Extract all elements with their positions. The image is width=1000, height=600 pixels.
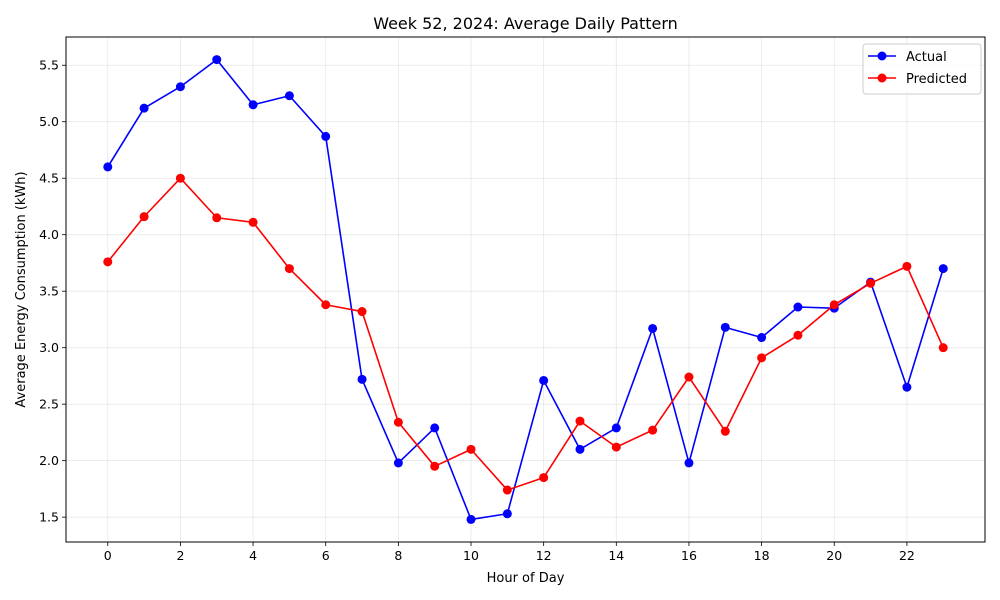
x-tick-label: 6 xyxy=(322,548,330,563)
y-tick-label: 5.5 xyxy=(39,58,59,73)
series-predicted xyxy=(103,173,948,495)
x-tick-label: 20 xyxy=(826,548,842,563)
x-axis-label: Hour of Day xyxy=(487,571,565,586)
legend-item-actual: Actual xyxy=(868,50,947,65)
chart-title: Week 52, 2024: Average Daily Pattern xyxy=(373,14,678,33)
grid xyxy=(66,37,985,542)
data-point-predicted xyxy=(829,300,839,310)
legend-item-predicted: Predicted xyxy=(868,72,967,87)
series-line-predicted xyxy=(107,177,944,491)
y-tick-label: 2.5 xyxy=(39,397,59,412)
x-tick-label: 8 xyxy=(394,548,402,563)
data-point-actual xyxy=(466,514,476,524)
data-point-actual xyxy=(684,458,694,468)
data-point-predicted xyxy=(212,213,222,223)
data-point-predicted xyxy=(175,173,185,183)
data-point-predicted xyxy=(648,425,658,435)
legend-predicted-marker xyxy=(877,73,887,83)
x-tick-label: 22 xyxy=(899,548,915,563)
data-point-predicted xyxy=(139,212,149,222)
data-point-actual xyxy=(103,162,113,172)
y-tick-label: 2.0 xyxy=(39,453,59,468)
data-point-predicted xyxy=(357,307,367,317)
data-point-predicted xyxy=(866,278,876,288)
y-tick-label: 5.0 xyxy=(39,114,59,129)
data-point-predicted xyxy=(757,353,767,363)
series-layer xyxy=(103,55,948,524)
series-actual xyxy=(103,55,948,524)
data-point-predicted xyxy=(321,300,331,310)
y-tick-label: 1.5 xyxy=(39,510,59,525)
data-point-actual xyxy=(430,423,440,433)
y-axis-ticks: 1.5 2.0 2.5 3.0 3.5 4.0 4.5 5.0 5.5 xyxy=(39,58,66,525)
data-point-actual xyxy=(938,264,948,274)
x-tick-label: 2 xyxy=(176,548,184,563)
data-point-actual xyxy=(648,323,658,333)
data-point-actual xyxy=(393,458,403,468)
legend-actual-label: Actual xyxy=(906,50,947,65)
legend: Actual Predicted xyxy=(862,43,982,95)
data-point-predicted xyxy=(466,444,476,454)
data-point-predicted xyxy=(575,416,585,426)
data-point-actual xyxy=(357,374,367,384)
data-point-actual xyxy=(175,82,185,92)
plot-frame xyxy=(65,36,986,543)
data-point-actual xyxy=(757,333,767,343)
data-point-actual xyxy=(139,103,149,113)
data-point-actual xyxy=(321,131,331,141)
series-line-actual xyxy=(107,58,944,521)
data-point-predicted xyxy=(284,264,294,274)
data-point-actual xyxy=(575,444,585,454)
x-tick-label: 4 xyxy=(249,548,257,563)
legend-predicted-label: Predicted xyxy=(906,72,967,87)
x-axis-ticks: 0 2 4 6 8 10 12 14 16 18 20 22 xyxy=(104,542,915,563)
data-point-predicted xyxy=(611,442,621,452)
x-tick-label: 12 xyxy=(536,548,552,563)
y-tick-label: 3.0 xyxy=(39,340,59,355)
x-tick-label: 0 xyxy=(104,548,112,563)
data-point-actual xyxy=(793,302,803,312)
data-point-predicted xyxy=(103,257,113,267)
data-point-actual xyxy=(502,509,512,519)
data-point-actual xyxy=(902,382,912,392)
data-point-actual xyxy=(284,91,294,101)
data-point-predicted xyxy=(430,461,440,471)
data-point-predicted xyxy=(720,426,730,436)
y-tick-label: 4.0 xyxy=(39,227,59,242)
data-point-predicted xyxy=(248,217,258,227)
data-point-predicted xyxy=(393,417,403,427)
data-point-actual xyxy=(212,55,222,65)
data-point-predicted xyxy=(938,343,948,353)
data-point-actual xyxy=(720,322,730,332)
x-tick-label: 18 xyxy=(754,548,770,563)
x-tick-label: 16 xyxy=(681,548,697,563)
legend-actual-marker xyxy=(877,51,887,61)
data-point-predicted xyxy=(684,372,694,382)
y-tick-label: 4.5 xyxy=(39,171,59,186)
data-point-predicted xyxy=(902,261,912,271)
data-point-predicted xyxy=(539,473,549,483)
data-point-actual xyxy=(248,100,258,110)
x-tick-label: 14 xyxy=(608,548,624,563)
data-point-actual xyxy=(611,423,621,433)
y-axis-label: Average Energy Consumption (kWh) xyxy=(14,171,29,407)
data-point-predicted xyxy=(793,330,803,340)
y-tick-label: 3.5 xyxy=(39,284,59,299)
data-point-predicted xyxy=(502,485,512,495)
x-tick-label: 10 xyxy=(463,548,479,563)
data-point-actual xyxy=(539,375,549,385)
